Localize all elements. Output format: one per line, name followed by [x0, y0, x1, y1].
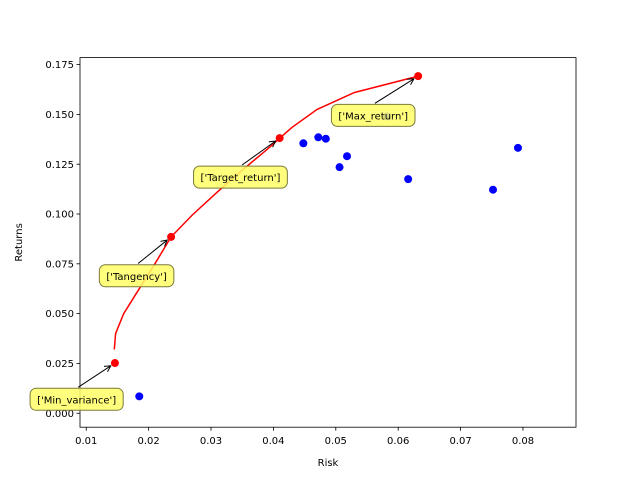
annotations-layer: ['Min_variance'] ['Tangency'] ['Target_ret…	[29, 78, 416, 411]
x-tick-label: 0.06	[387, 436, 409, 447]
y-tick-label: 0.150	[45, 110, 74, 121]
annotation: ['Tangency']	[98, 239, 175, 288]
asset-point	[135, 392, 144, 401]
y-tick-label: 0.050	[45, 309, 74, 320]
y-tick-label: 0.100	[45, 210, 74, 221]
annotation-box	[330, 103, 416, 127]
annotation-box	[193, 165, 288, 189]
annotation-arrow	[241, 140, 276, 166]
annotation: ['Max_return']	[330, 78, 416, 127]
x-tick-label: 0.01	[75, 436, 97, 447]
y-tick-label: 0.025	[45, 359, 74, 370]
portfolio-point	[167, 232, 176, 241]
asset-point	[314, 133, 323, 142]
annotation-arrowhead	[103, 365, 112, 373]
x-axis-ticks: 0.01 0.02 0.03 0.04 0.05 0.06 0.07 0.08	[75, 427, 534, 447]
portfolio-point	[275, 134, 284, 143]
annotation-arrowhead	[160, 239, 169, 247]
x-tick-label: 0.03	[200, 436, 222, 447]
asset-point	[299, 139, 308, 148]
x-tick-label: 0.08	[512, 436, 534, 447]
x-axis-title: Risk	[318, 458, 339, 469]
y-tick-label: 0.075	[45, 259, 74, 270]
asset-point	[489, 185, 498, 194]
x-tick-label: 0.05	[325, 436, 347, 447]
annotation-arrow	[137, 239, 168, 264]
y-axis-ticks: 0.000 0.025 0.050 0.075 0.100 0.125 0.150 0.175	[45, 60, 80, 420]
x-tick-label: 0.07	[449, 436, 471, 447]
x-tick-label: 0.02	[137, 436, 159, 447]
annotation: ['Target_return']	[193, 140, 288, 189]
annotation-label: ['Min_variance']	[37, 395, 116, 406]
y-axis-title: Returns	[14, 223, 25, 261]
plot-area	[80, 57, 576, 428]
annotation-arrowhead	[268, 140, 277, 148]
annotation-box	[98, 264, 175, 288]
plot-frame	[79, 57, 577, 428]
annotation-box	[29, 387, 124, 411]
annotation-label: ['Target_return']	[201, 173, 281, 184]
annotation-arrow	[374, 78, 415, 104]
annotation: ['Min_variance']	[29, 365, 124, 411]
y-tick-label: 0.125	[45, 160, 74, 171]
x-tick-label: 0.04	[262, 436, 284, 447]
asset-point	[343, 152, 352, 161]
annotation-arrow	[78, 365, 112, 388]
annotation-label: ['Max_return']	[338, 111, 408, 122]
y-tick-label: 0.175	[45, 60, 74, 71]
portfolio-point	[110, 359, 119, 368]
portfolios-layer	[110, 72, 423, 368]
asset-point	[404, 175, 413, 184]
portfolio-point	[414, 72, 423, 81]
asset-point	[321, 134, 330, 143]
annotation-label: ['Tangency']	[106, 272, 167, 283]
annotation-arrowhead	[407, 78, 415, 85]
asset-point	[513, 143, 522, 152]
efficient-frontier-line	[113, 75, 419, 350]
asset-point	[335, 163, 344, 172]
frontier-layer	[113, 75, 419, 350]
y-tick-label: 0.000	[45, 409, 74, 420]
